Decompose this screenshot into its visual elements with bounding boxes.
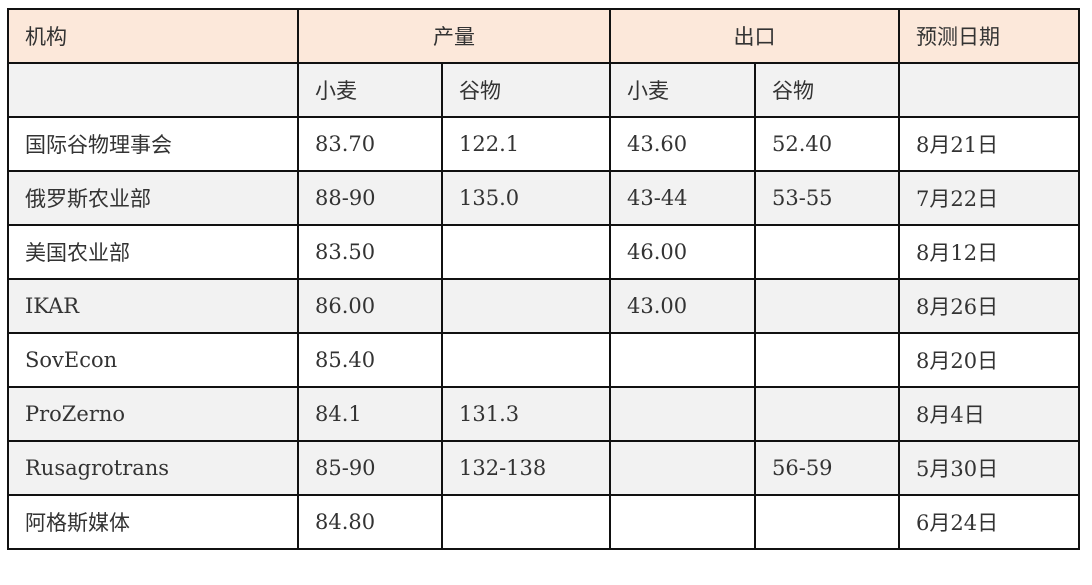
cell-prod-grain — [441, 332, 611, 388]
cell-org: 国际谷物理事会 — [7, 116, 299, 172]
table-row: IKAR 86.00 43.00 8月26日 — [7, 278, 1080, 334]
cell-org: 阿格斯媒体 — [7, 494, 299, 550]
cell-prod-wheat: 86.00 — [297, 278, 443, 334]
cell-prod-grain: 131.3 — [441, 386, 611, 442]
cell-date: 8月12日 — [898, 224, 1080, 280]
cell-exp-grain: 56-59 — [754, 440, 900, 496]
forecast-table: 机构 产量 出口 预测日期 小麦 谷物 小麦 谷物 国际谷物理事会 83.70 12… — [7, 8, 1080, 550]
cell-prod-grain: 122.1 — [441, 116, 611, 172]
table-row: 美国农业部 83.50 46.00 8月12日 — [7, 224, 1080, 280]
cell-prod-wheat: 83.70 — [297, 116, 443, 172]
cell-exp-wheat: 46.00 — [609, 224, 756, 280]
table-row: 俄罗斯农业部 88-90 135.0 43-44 53-55 7月22日 — [7, 170, 1080, 226]
header-export: 出口 — [609, 8, 900, 64]
cell-prod-grain — [441, 278, 611, 334]
cell-exp-wheat: 43-44 — [609, 170, 756, 226]
cell-prod-wheat: 88-90 — [297, 170, 443, 226]
table-row: Rusagrotrans 85-90 132-138 56-59 5月30日 — [7, 440, 1080, 496]
cell-date: 8月20日 — [898, 332, 1080, 388]
table-row: 国际谷物理事会 83.70 122.1 43.60 52.40 8月21日 — [7, 116, 1080, 172]
subheader-row: 小麦 谷物 小麦 谷物 — [7, 62, 1080, 118]
cell-exp-grain: 53-55 — [754, 170, 900, 226]
cell-exp-grain: 52.40 — [754, 116, 900, 172]
cell-prod-wheat: 83.50 — [297, 224, 443, 280]
cell-exp-wheat — [609, 332, 756, 388]
cell-prod-grain: 132-138 — [441, 440, 611, 496]
cell-date: 7月22日 — [898, 170, 1080, 226]
cell-org: ProZerno — [7, 386, 299, 442]
cell-exp-wheat: 43.60 — [609, 116, 756, 172]
cell-exp-wheat — [609, 440, 756, 496]
cell-exp-wheat — [609, 386, 756, 442]
cell-exp-wheat: 43.00 — [609, 278, 756, 334]
table-row: 阿格斯媒体 84.80 6月24日 — [7, 494, 1080, 550]
cell-exp-grain — [754, 224, 900, 280]
subheader-exp-grain: 谷物 — [754, 62, 900, 118]
cell-org: 美国农业部 — [7, 224, 299, 280]
header-org: 机构 — [7, 8, 299, 64]
table-row: SovEcon 85.40 8月20日 — [7, 332, 1080, 388]
header-row: 机构 产量 出口 预测日期 — [7, 8, 1080, 64]
cell-date: 5月30日 — [898, 440, 1080, 496]
cell-exp-grain — [754, 386, 900, 442]
header-production: 产量 — [297, 8, 611, 64]
cell-date: 8月26日 — [898, 278, 1080, 334]
cell-date: 8月4日 — [898, 386, 1080, 442]
cell-exp-grain — [754, 494, 900, 550]
cell-org: SovEcon — [7, 332, 299, 388]
cell-org: 俄罗斯农业部 — [7, 170, 299, 226]
subheader-empty — [7, 62, 299, 118]
subheader-prod-wheat: 小麦 — [297, 62, 443, 118]
cell-prod-wheat: 85.40 — [297, 332, 443, 388]
cell-org: IKAR — [7, 278, 299, 334]
cell-exp-wheat — [609, 494, 756, 550]
cell-exp-grain — [754, 332, 900, 388]
cell-prod-grain: 135.0 — [441, 170, 611, 226]
table-row: ProZerno 84.1 131.3 8月4日 — [7, 386, 1080, 442]
subheader-empty-date — [898, 62, 1080, 118]
cell-exp-grain — [754, 278, 900, 334]
cell-prod-wheat: 84.1 — [297, 386, 443, 442]
cell-date: 8月21日 — [898, 116, 1080, 172]
cell-prod-wheat: 84.80 — [297, 494, 443, 550]
header-forecast-date: 预测日期 — [898, 8, 1080, 64]
subheader-prod-grain: 谷物 — [441, 62, 611, 118]
cell-prod-grain — [441, 494, 611, 550]
subheader-exp-wheat: 小麦 — [609, 62, 756, 118]
cell-prod-wheat: 85-90 — [297, 440, 443, 496]
cell-prod-grain — [441, 224, 611, 280]
cell-org: Rusagrotrans — [7, 440, 299, 496]
cell-date: 6月24日 — [898, 494, 1080, 550]
